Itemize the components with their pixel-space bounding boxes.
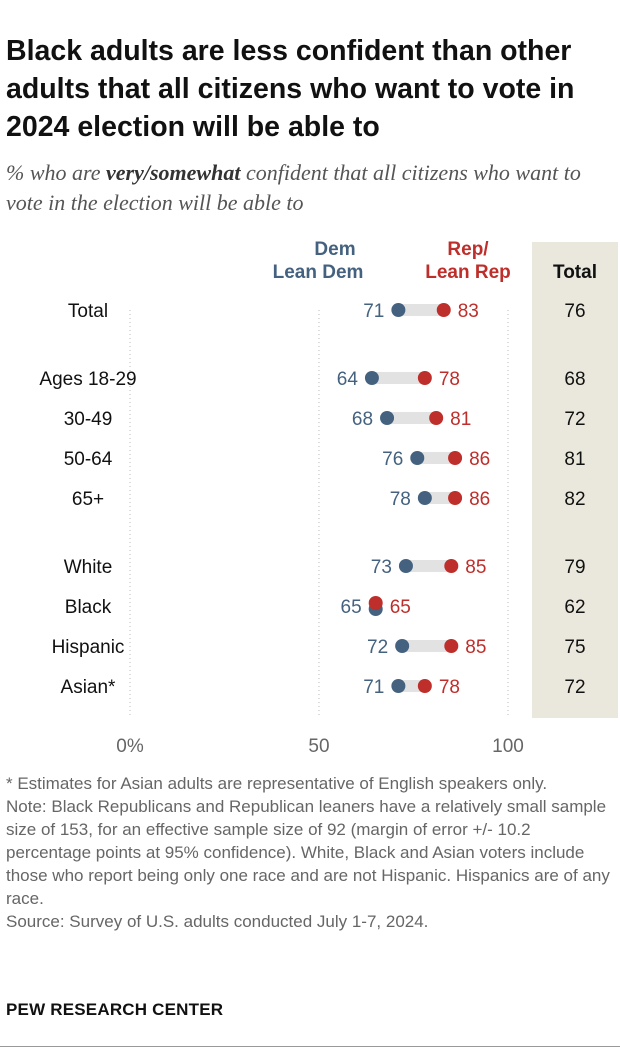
x-tick-label-0: 0% bbox=[116, 736, 144, 757]
rep-dot bbox=[368, 596, 383, 610]
row-asian: Asian* 71 78 72 bbox=[61, 677, 586, 698]
dem-dot bbox=[398, 559, 413, 573]
chart-subtitle: % who are very/somewhat confident that a… bbox=[6, 158, 606, 218]
dem-dot bbox=[410, 451, 425, 465]
dem-value-label: 73 bbox=[371, 557, 392, 578]
rep-dot bbox=[417, 371, 432, 385]
dem-value-label: 68 bbox=[352, 409, 373, 430]
dem-value-label: 78 bbox=[390, 489, 411, 510]
footnote: * Estimates for Asian adults are represe… bbox=[6, 774, 548, 793]
category-label: Ages 18-29 bbox=[39, 369, 136, 390]
chart-title: Black adults are less confident than oth… bbox=[6, 35, 575, 143]
dem-dot bbox=[391, 679, 406, 693]
dem-value-label: 72 bbox=[367, 637, 388, 658]
row-30-49: 30-49 68 81 72 bbox=[64, 409, 586, 430]
rep-value-label: 86 bbox=[469, 449, 490, 470]
x-tick-label-50: 50 bbox=[308, 736, 329, 757]
subtitle-suffix: confident that all citizens who want to … bbox=[6, 160, 581, 215]
legend-rep-line2: Lean Rep bbox=[425, 262, 511, 283]
rep-dot bbox=[429, 411, 444, 425]
dem-dot bbox=[364, 371, 379, 385]
dem-value-label: 64 bbox=[337, 369, 359, 390]
dem-dot bbox=[417, 491, 432, 505]
category-label: Asian* bbox=[61, 677, 117, 698]
rep-dot bbox=[448, 451, 463, 465]
chart-rows: Total 71 83 76 Ages 18-29 64 78 68 30-49 68 81 72 50… bbox=[39, 301, 585, 698]
x-axis: 0% 50 100 bbox=[116, 736, 524, 757]
category-label: White bbox=[64, 557, 113, 578]
total-value-label: 62 bbox=[564, 597, 585, 618]
dem-value-label: 71 bbox=[363, 301, 384, 322]
row-white: White 73 85 79 bbox=[64, 557, 586, 578]
total-value-label: 81 bbox=[564, 449, 585, 470]
rep-value-label: 86 bbox=[469, 489, 490, 510]
dot-chart: Dem Lean Dem Rep/ Lean Rep Total Total 71… bbox=[39, 239, 618, 757]
category-label: 65+ bbox=[72, 489, 104, 510]
legend-rep-line1: Rep/ bbox=[447, 239, 489, 260]
total-value-label: 72 bbox=[564, 677, 585, 698]
category-label: Black bbox=[65, 597, 112, 618]
row-total: Total 71 83 76 bbox=[68, 301, 586, 322]
source: Source: Survey of U.S. adults conducted … bbox=[6, 912, 429, 931]
rep-dot bbox=[417, 679, 432, 693]
rep-value-label: 65 bbox=[390, 597, 411, 618]
rep-dot bbox=[436, 303, 451, 317]
rep-value-label: 85 bbox=[465, 557, 486, 578]
notes: * Estimates for Asian adults are represe… bbox=[6, 772, 614, 933]
rep-value-label: 78 bbox=[439, 369, 460, 390]
dem-dot bbox=[395, 639, 410, 653]
rep-dot bbox=[444, 559, 459, 573]
subtitle-emphasis: very/somewhat bbox=[106, 160, 241, 185]
total-value-label: 68 bbox=[564, 369, 585, 390]
dem-value-label: 65 bbox=[341, 597, 362, 618]
row-hispanic: Hispanic 72 85 75 bbox=[52, 637, 586, 658]
row-ages-18-29: Ages 18-29 64 78 68 bbox=[39, 369, 585, 390]
bottom-divider bbox=[0, 1046, 620, 1047]
total-value-label: 79 bbox=[564, 557, 585, 578]
brand-logo-text: PEW RESEARCH CENTER bbox=[6, 1000, 224, 1019]
x-tick-label-100: 100 bbox=[492, 736, 524, 757]
total-value-label: 75 bbox=[564, 637, 585, 658]
legend-dem-line2: Lean Dem bbox=[273, 262, 364, 283]
gridlines bbox=[129, 310, 509, 718]
total-value-label: 72 bbox=[564, 409, 585, 430]
dem-value-label: 71 bbox=[363, 677, 384, 698]
total-value-label: 76 bbox=[564, 301, 585, 322]
legend-dem-line1: Dem bbox=[314, 239, 355, 260]
total-column-header: Total bbox=[553, 262, 597, 283]
subtitle-prefix: % who are bbox=[6, 160, 107, 185]
dem-value-label: 76 bbox=[382, 449, 403, 470]
legend: Dem Lean Dem Rep/ Lean Rep Total bbox=[273, 239, 597, 283]
total-column-bg bbox=[532, 242, 618, 718]
row-65: 65+ 78 86 82 bbox=[72, 489, 586, 510]
rep-value-label: 78 bbox=[439, 677, 460, 698]
note: Note: Black Republicans and Republican l… bbox=[6, 797, 610, 908]
rep-value-label: 81 bbox=[450, 409, 471, 430]
rep-value-label: 85 bbox=[465, 637, 486, 658]
category-label: 30-49 bbox=[64, 409, 113, 430]
dem-dot bbox=[391, 303, 406, 317]
dem-dot bbox=[380, 411, 395, 425]
rep-dot bbox=[448, 491, 463, 505]
row-black: Black 65 65 62 bbox=[65, 596, 586, 618]
category-label: 50-64 bbox=[64, 449, 113, 470]
rep-dot bbox=[444, 639, 459, 653]
total-value-label: 82 bbox=[564, 489, 585, 510]
row-50-64: 50-64 76 86 81 bbox=[64, 449, 586, 470]
category-label: Total bbox=[68, 301, 108, 322]
category-label: Hispanic bbox=[52, 637, 125, 658]
rep-value-label: 83 bbox=[458, 301, 479, 322]
